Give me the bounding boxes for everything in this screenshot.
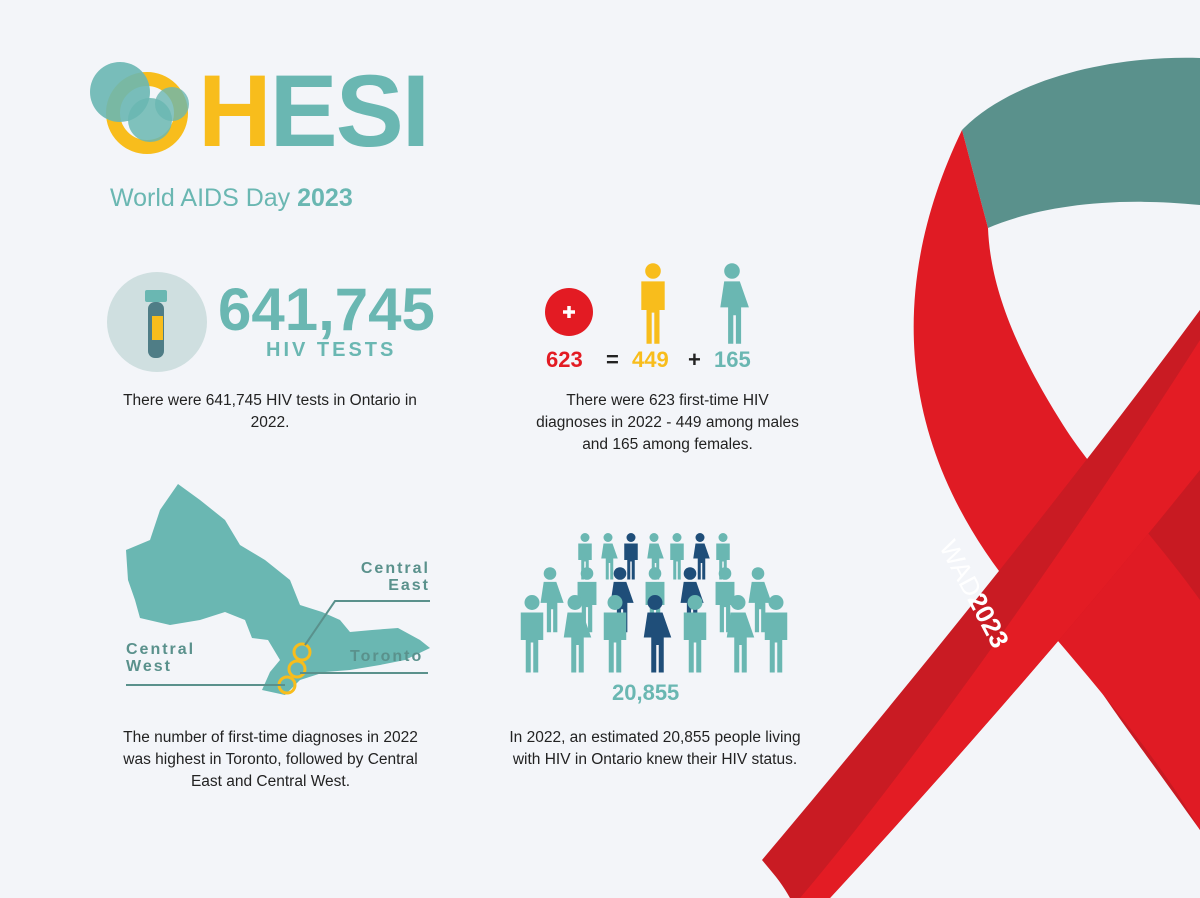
plus-sign (563, 306, 575, 318)
tests-caption: There were 641,745 HIV tests in Ontario … (123, 392, 417, 431)
male-icon (641, 263, 665, 344)
person-icon (764, 595, 788, 673)
equals: = (606, 347, 619, 372)
label-central-east: Central East (360, 560, 430, 594)
ontario-map (126, 484, 430, 695)
males: 449 (632, 347, 669, 372)
logo-h: H (198, 54, 272, 168)
diagnoses-equation: 623 = 449 + 165 (546, 347, 751, 373)
total: 623 (546, 347, 583, 372)
logo-bubble (155, 87, 189, 121)
person-icon (520, 595, 544, 673)
subtitle-text: World AIDS Day (110, 184, 291, 212)
subtitle-year: 2023 (297, 184, 353, 212)
diagnoses-caption: There were 623 first-time HIV diagnoses … (536, 392, 799, 453)
female-icon (720, 263, 749, 344)
label-central-west: Central West (126, 641, 196, 675)
ribbon-loop (962, 57, 1200, 229)
person-icon (726, 595, 755, 673)
tests-number: 641,745 (218, 276, 435, 343)
person-icon (670, 533, 684, 580)
test-tube-icon (145, 290, 167, 358)
person-icon (643, 595, 672, 673)
subtitle: World AIDS Day 2023 (110, 184, 353, 213)
plus: + (688, 347, 701, 372)
tests-label: HIV TESTS (266, 339, 397, 361)
crowd (520, 533, 788, 673)
leader-lines (126, 600, 430, 686)
people-caption: In 2022, an estimated 20,855 people livi… (509, 729, 801, 768)
person-icon (540, 567, 564, 633)
logo-text: HESI (198, 54, 430, 168)
females: 165 (714, 347, 751, 372)
label-toronto: Toronto (350, 648, 424, 665)
map-caption: The number of first-time diagnoses in 20… (123, 729, 418, 790)
ribbon-strand-right (762, 310, 1200, 898)
ribbon-strand-left (913, 130, 1200, 830)
person-icon (624, 533, 638, 580)
people-number: 20,855 (612, 680, 680, 705)
